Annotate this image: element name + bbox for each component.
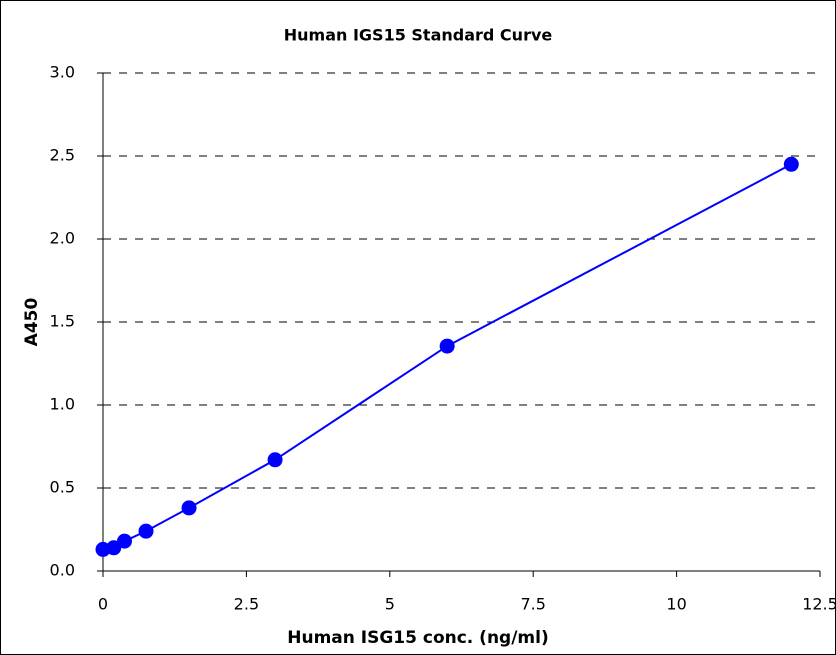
y-tick-label: 0.0	[50, 561, 75, 580]
y-tick-label: 2.5	[50, 146, 75, 165]
point	[106, 540, 122, 556]
point	[117, 533, 133, 549]
point	[138, 523, 154, 539]
y-tick-label: 0.5	[50, 478, 75, 497]
point	[267, 452, 283, 468]
x-tick-label: 12.5	[802, 595, 836, 614]
y-tick-label: 1.5	[50, 312, 75, 331]
y-tick-label: 2.0	[50, 229, 75, 248]
x-tick-label: 0	[98, 595, 108, 614]
x-tick-label: 5	[385, 595, 395, 614]
x-axis-label: Human ISG15 conc. (ng/ml)	[287, 628, 549, 648]
x-tick-label: 7.5	[520, 595, 545, 614]
x-tick-label: 2.5	[234, 595, 259, 614]
point	[439, 338, 455, 354]
point	[783, 156, 799, 172]
y-tick-label: 3.0	[50, 63, 75, 82]
y-tick-label: 1.0	[50, 395, 75, 414]
point	[181, 500, 197, 516]
chart-title: Human IGS15 Standard Curve	[284, 26, 553, 45]
y-axis-label: A450	[22, 298, 42, 347]
x-tick-label: 10	[666, 595, 686, 614]
